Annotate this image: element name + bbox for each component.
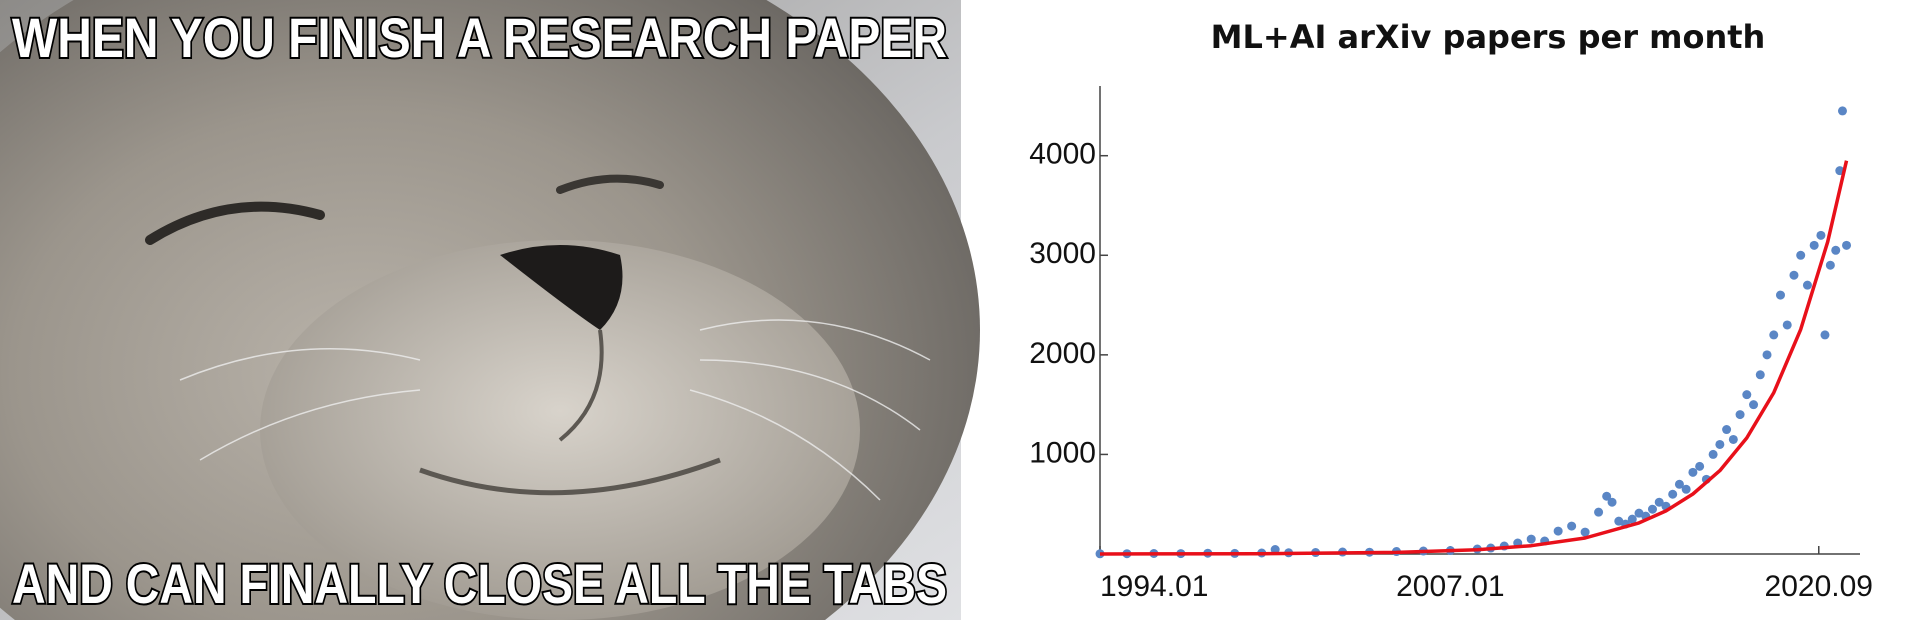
meme-bottom-text: AND CAN FINALLY CLOSE ALL THE TABS xyxy=(12,552,947,615)
data-point xyxy=(1270,545,1280,555)
data-point xyxy=(1842,240,1852,250)
data-point xyxy=(1668,489,1678,499)
data-point xyxy=(1634,508,1644,518)
data-point xyxy=(1742,390,1752,400)
data-point xyxy=(1654,497,1664,507)
data-point xyxy=(1602,491,1612,501)
data-point xyxy=(1708,449,1718,459)
y-tick-label: 3000 xyxy=(1029,237,1096,270)
chart: 1000 2000 3000 4000 1994.01 2007.01 2020.09 xyxy=(1029,86,1873,603)
meme-image xyxy=(0,0,980,620)
data-point xyxy=(1816,230,1826,240)
data-point xyxy=(1627,514,1637,524)
data-point xyxy=(1837,106,1847,116)
data-point xyxy=(1820,330,1830,340)
data-point xyxy=(1782,320,1792,330)
data-point xyxy=(1580,527,1590,537)
data-point xyxy=(1688,467,1698,477)
data-point xyxy=(1775,290,1785,300)
x-tick-label: 2020.09 xyxy=(1765,570,1873,603)
data-point xyxy=(1755,370,1765,380)
data-point xyxy=(1594,507,1604,517)
data-point xyxy=(1769,330,1779,340)
data-point xyxy=(1715,439,1725,449)
data-point xyxy=(1647,504,1657,514)
data-point xyxy=(1802,280,1812,290)
data-point xyxy=(1607,497,1617,507)
data-point xyxy=(1722,425,1732,435)
fit-line xyxy=(1099,160,1849,556)
chart-title: ML+AI arXiv papers per month xyxy=(1211,18,1766,56)
data-point xyxy=(1762,350,1772,360)
meme-top-text: WHEN YOU FINISH A RESEARCH PAPER xyxy=(12,6,947,69)
data-point xyxy=(1728,434,1738,444)
y-tick-label: 4000 xyxy=(1029,138,1096,171)
data-point xyxy=(1695,461,1705,471)
x-tick-label: 1994.01 xyxy=(1100,570,1208,603)
data-point xyxy=(1831,245,1841,255)
y-tick-label: 2000 xyxy=(1029,337,1096,370)
data-point xyxy=(1567,521,1577,531)
data-point xyxy=(1809,240,1819,250)
data-point xyxy=(1614,516,1624,526)
data-point xyxy=(1674,479,1684,489)
data-point xyxy=(1749,400,1759,410)
data-point xyxy=(1526,534,1536,544)
data-point xyxy=(1553,526,1563,536)
data-point xyxy=(1825,260,1835,270)
data-point xyxy=(1681,484,1691,494)
data-point xyxy=(1789,270,1799,280)
y-tick-label: 1000 xyxy=(1029,436,1096,469)
data-point xyxy=(1796,250,1806,260)
data-point xyxy=(1735,410,1745,420)
x-tick-label: 2007.01 xyxy=(1396,570,1504,603)
